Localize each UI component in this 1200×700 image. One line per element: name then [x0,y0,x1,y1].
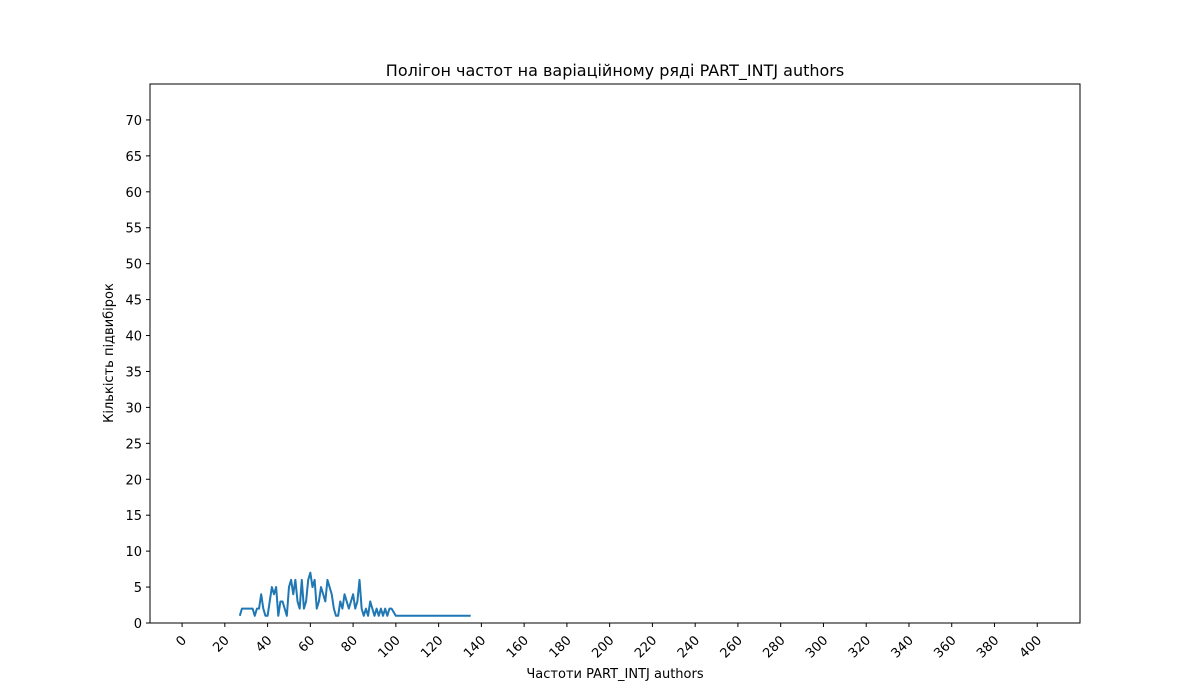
y-tick-label: 50 [125,258,142,273]
y-tick-label: 70 [125,114,142,129]
y-tick-label: 65 [125,150,142,165]
y-tick-label: 40 [125,330,142,345]
y-tick-label: 60 [125,186,142,201]
series-line [238,571,471,617]
y-tick-label: 10 [125,545,142,560]
plot-frame [149,83,1081,624]
y-tick-label: 5 [134,581,142,596]
y-tick-label: 30 [125,401,142,416]
y-axis: 0 5 10 15 20 25 30 35 40 45 50 55 60 65 70 [125,114,150,632]
y-tick-label: 15 [125,509,142,524]
y-axis-label: Кількість підвибірок [102,283,117,423]
y-tick-label: 35 [125,365,142,380]
y-tick-label: 0 [134,617,142,632]
y-tick-label: 20 [125,473,142,488]
y-tick-label: 25 [125,437,142,452]
y-tick-label: 55 [125,222,142,237]
series-layer [238,571,471,617]
x-axis-label: Частоти PART_INTJ authors [526,667,703,682]
y-tick-label: 45 [125,294,142,309]
chart-title: Полігон частот на варіаційному ряді PART… [386,61,844,81]
